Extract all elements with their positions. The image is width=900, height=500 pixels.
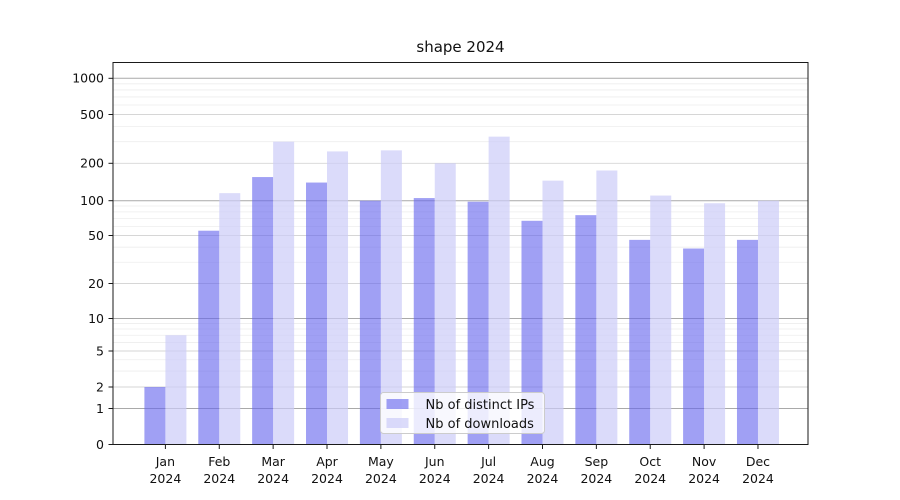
y-tick-label: 200 <box>80 156 104 171</box>
x-tick-label-month: Jul <box>480 454 496 469</box>
bar-downloads <box>327 151 349 445</box>
x-tick-label-year: 2024 <box>365 471 397 486</box>
bar-ips <box>144 387 166 445</box>
bar-downloads <box>704 203 726 445</box>
bar-ips <box>683 248 705 445</box>
y-tick-label: 1 <box>96 401 104 416</box>
x-axis-ticks: Jan 2024 Feb 2024 Mar 2024 Apr 2024 May 2024 Jun 20… <box>149 444 774 486</box>
x-tick-label-year: 2024 <box>580 471 612 486</box>
bar-downloads <box>757 200 779 445</box>
bar-ips <box>467 201 489 445</box>
bar-ips <box>575 215 597 445</box>
bar-downloads <box>488 136 510 445</box>
x-tick-label-year: 2024 <box>419 471 451 486</box>
plot-frame <box>112 62 809 445</box>
bar-downloads <box>273 141 295 445</box>
x-tick-label-year: 2024 <box>203 471 235 486</box>
bar-downloads <box>650 195 672 445</box>
y-tick-label: 10 <box>88 311 104 326</box>
x-tick-label-year: 2024 <box>688 471 720 486</box>
x-tick-label-month: Mar <box>261 454 285 469</box>
y-tick-label: 5 <box>96 343 104 358</box>
y-tick-label: 0 <box>96 437 104 452</box>
x-tick-label-year: 2024 <box>149 471 181 486</box>
y-tick-label: 1000 <box>72 71 104 86</box>
x-tick-label-year: 2024 <box>257 471 289 486</box>
legend-swatch-ips <box>386 399 409 409</box>
x-tick-label-year: 2024 <box>311 471 343 486</box>
y-tick-label: 50 <box>88 228 104 243</box>
x-tick-label-month: Jun <box>424 454 445 469</box>
y-tick-label: 100 <box>80 193 104 208</box>
bar-ips <box>306 182 328 445</box>
y-tick-label: 2 <box>96 379 104 394</box>
bar-downloads <box>596 170 618 445</box>
legend: Nb of distinct IPs Nb of downloads <box>380 392 545 434</box>
x-tick-label-year: 2024 <box>527 471 559 486</box>
x-tick-label-month: Apr <box>316 454 338 469</box>
y-axis-ticks: 0 1 2 5 10 20 50 100 200 500 1000 <box>72 71 113 452</box>
x-tick-label-year: 2024 <box>634 471 666 486</box>
x-tick-label-month: Sep <box>585 454 609 469</box>
x-tick-label-month: May <box>368 454 394 469</box>
x-tick-label-month: Jan <box>155 454 175 469</box>
bar-ips <box>359 200 381 445</box>
bar-ips <box>736 239 758 445</box>
bar-downloads <box>219 193 241 445</box>
x-tick-label-month: Feb <box>208 454 230 469</box>
bar-ips <box>198 230 220 445</box>
bars <box>144 136 779 445</box>
bar-downloads <box>380 150 402 445</box>
chart-title: shape 2024 <box>416 38 504 56</box>
x-tick-label-month: Nov <box>692 454 717 469</box>
legend-swatch-downloads <box>386 418 409 428</box>
bar-downloads <box>165 335 187 445</box>
x-tick-label-month: Aug <box>530 454 554 469</box>
bar-downloads <box>542 180 564 445</box>
bar-ips <box>413 198 435 445</box>
legend-label: Nb of distinct IPs <box>426 398 535 413</box>
y-tick-label: 20 <box>88 276 104 291</box>
legend-label: Nb of downloads <box>426 417 535 432</box>
legend-box <box>380 392 545 434</box>
bar-ips <box>252 177 274 445</box>
bar-ips <box>521 220 543 445</box>
bar-downloads <box>434 163 456 445</box>
x-tick-label-month: Oct <box>639 454 661 469</box>
y-tick-label: 500 <box>80 107 104 122</box>
x-tick-label-year: 2024 <box>742 471 774 486</box>
bar-ips <box>629 239 651 445</box>
x-tick-label-month: Dec <box>746 454 770 469</box>
x-tick-label-year: 2024 <box>473 471 505 486</box>
